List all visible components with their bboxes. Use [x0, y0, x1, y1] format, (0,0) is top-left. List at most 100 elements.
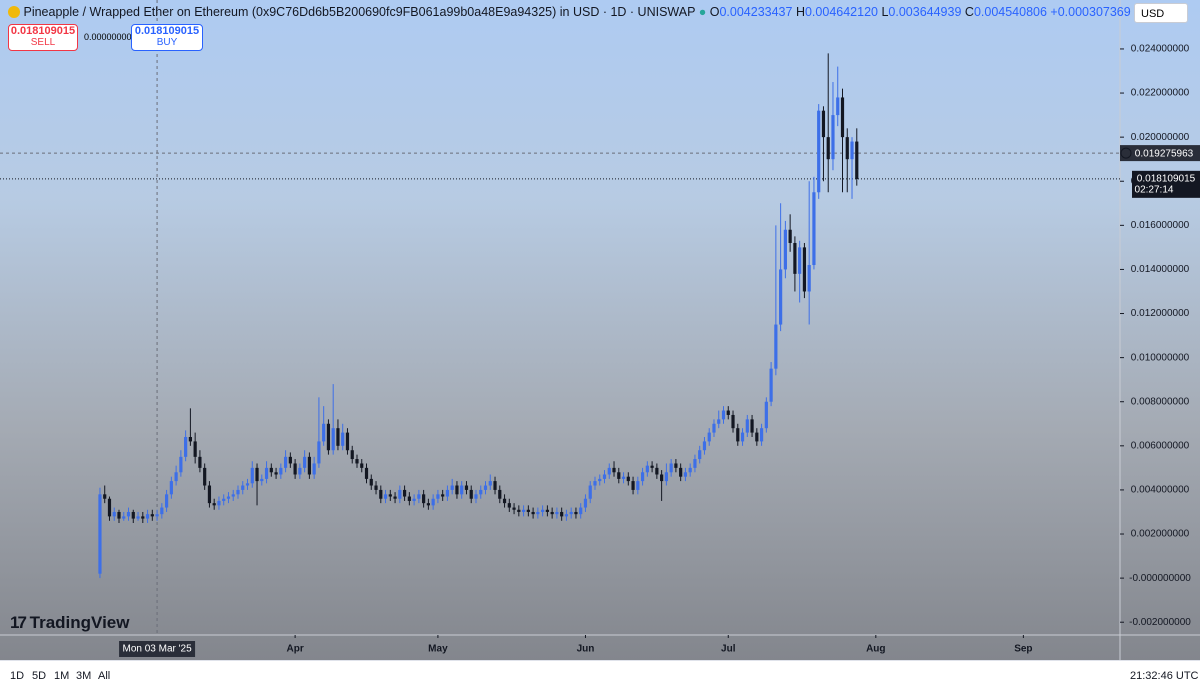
- candle-body: [726, 410, 730, 415]
- candle-body: [255, 467, 259, 482]
- candle-body: [526, 509, 530, 512]
- c-value: 0.004540806: [973, 5, 1047, 19]
- candle-body: [517, 509, 521, 512]
- candle-body: [507, 503, 511, 508]
- candle-body: [331, 428, 335, 451]
- candle-body: [441, 494, 445, 497]
- candle-body: [155, 514, 159, 517]
- candle-body: [541, 509, 545, 512]
- candle-body: [669, 463, 673, 473]
- candle-body: [769, 368, 773, 402]
- candle-body: [693, 459, 697, 468]
- candle-body: [779, 269, 783, 325]
- logo: 17 TradingView: [10, 613, 130, 632]
- sell-button[interactable]: 0.018109015 SELL: [8, 24, 78, 51]
- candle-body: [569, 511, 573, 515]
- candle-body: [431, 498, 435, 506]
- last-price-box: [1132, 170, 1200, 198]
- x-tick-label: Jul: [721, 644, 736, 655]
- candle-body: [564, 514, 569, 517]
- last-price: 0.018109015: [1137, 173, 1196, 184]
- candle-body: [279, 467, 283, 475]
- range[interactable]: 5D: [32, 670, 47, 682]
- candle-body: [721, 410, 726, 420]
- candle-body: [674, 463, 678, 468]
- bottom-toolbar: 1D 5D 1M 3M All 21:32:46 UTC: [0, 660, 1200, 690]
- crosshair-date: Mon 03 Mar '25: [122, 644, 192, 655]
- candle-body: [745, 419, 749, 433]
- y-tick-label: 0.002000000: [1131, 529, 1190, 540]
- candle-body: [274, 472, 278, 475]
- candle-body: [812, 192, 816, 266]
- candle-body: [303, 456, 307, 468]
- candle-body: [612, 467, 616, 473]
- candle-body: [117, 511, 121, 519]
- range[interactable]: 3M: [76, 670, 92, 682]
- candle-body: [802, 247, 807, 292]
- candle-body: [136, 516, 140, 519]
- candle-body: [655, 467, 659, 475]
- candle-body: [783, 229, 787, 270]
- candle-body: [750, 419, 754, 433]
- range[interactable]: 1D: [10, 670, 25, 682]
- chart-area: 0.0240000000.0220000000.0200000000.01800…: [0, 0, 1200, 660]
- candle-body: [141, 516, 145, 519]
- candle-body: [855, 141, 859, 180]
- candle-body: [574, 511, 578, 515]
- candle-body: [831, 115, 835, 160]
- candle-body: [521, 509, 526, 512]
- candle-body: [341, 432, 345, 446]
- candle-body: [617, 472, 621, 479]
- candle-body: [98, 494, 102, 574]
- buy-price: 0.018109015: [134, 25, 200, 37]
- candle-body: [350, 450, 354, 460]
- candle-body: [145, 514, 150, 519]
- y-tick-label: 0.006000000: [1131, 440, 1190, 451]
- candle-body: [483, 485, 488, 490]
- candle-body: [264, 467, 269, 479]
- candle-body: [402, 489, 407, 497]
- candle-body: [107, 498, 112, 517]
- h-key: H: [795, 5, 805, 19]
- candle-body: [583, 498, 588, 508]
- candle-body: [184, 437, 188, 457]
- y-tick-label: 0.020000000: [1131, 132, 1190, 143]
- candle-body: [807, 265, 811, 292]
- candle-body: [631, 481, 635, 490]
- candle-body: [450, 485, 454, 490]
- c-key: C: [964, 5, 974, 19]
- candle-body: [326, 423, 331, 451]
- x-tick-label: Aug: [866, 644, 885, 655]
- candle-body: [536, 511, 540, 515]
- candle-body: [179, 456, 183, 473]
- candle-body: [345, 432, 350, 451]
- candle-body: [417, 494, 421, 499]
- candle-body: [288, 456, 292, 464]
- y-tick-label: 0.012000000: [1131, 308, 1190, 319]
- candle-body: [407, 496, 411, 501]
- candle-body: [621, 476, 626, 479]
- y-tick-label: 0.022000000: [1131, 88, 1190, 99]
- candle-body: [502, 498, 507, 504]
- candle-body: [545, 509, 549, 512]
- candle-body: [512, 507, 516, 510]
- candle-body: [469, 489, 473, 499]
- range[interactable]: 1M: [54, 670, 70, 682]
- candle-body: [474, 494, 478, 499]
- currency-select[interactable]: USD: [1134, 3, 1188, 23]
- candle-body: [445, 489, 450, 497]
- candle-body: [579, 507, 583, 515]
- candle-body: [740, 432, 745, 442]
- candle-body: [555, 511, 559, 515]
- buy-button[interactable]: 0.018109015 BUY: [131, 24, 203, 51]
- x-tick-label: Apr: [286, 644, 303, 655]
- candle-body: [460, 485, 464, 495]
- candle-body: [736, 428, 740, 442]
- candle-body: [602, 474, 607, 479]
- range[interactable]: All: [98, 670, 111, 682]
- o-value: 0.004233437: [719, 5, 793, 19]
- candle-body: [702, 441, 707, 451]
- token-icon: [8, 6, 20, 18]
- candle-body: [531, 511, 535, 515]
- candle-body: [160, 507, 164, 515]
